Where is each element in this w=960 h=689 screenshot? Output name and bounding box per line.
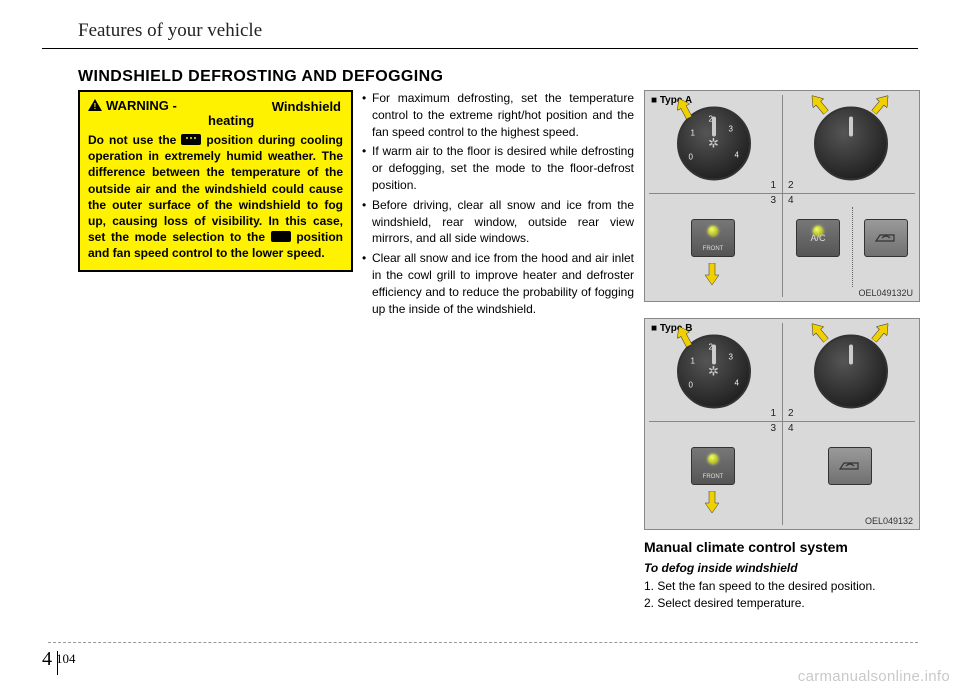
body-bullets: For maximum defrosting, set the temperat…	[362, 90, 634, 320]
recirc-cell: 4	[782, 421, 919, 529]
dial-num: 2	[709, 114, 713, 123]
header-rule	[42, 48, 918, 49]
recirculation-button	[864, 219, 908, 257]
ac-recirc-cell: A/C 4	[782, 193, 919, 301]
cell-number: 4	[788, 423, 794, 434]
bullet-item: For maximum defrosting, set the temperat…	[362, 90, 634, 140]
page-number-block: 4 104	[42, 648, 76, 671]
bullet-item: Before driving, clear all snow and ice f…	[362, 197, 634, 247]
cell-number: 4	[788, 195, 794, 206]
front-defrost-cell: FRONT 3	[645, 193, 782, 301]
bullet-item: If warm air to the floor is desired whil…	[362, 143, 634, 193]
dial-num: 3	[729, 352, 733, 361]
step-item: 2. Select desired temperature.	[644, 595, 920, 612]
fan-icon: ✲	[706, 135, 722, 151]
cell-number: 2	[788, 408, 794, 419]
dial-num: 3	[729, 124, 733, 133]
figure-grid: 0 1 2 3 4 ✲ 1 2	[645, 319, 919, 529]
fan-speed-dial-cell: 0 1 2 3 4 ✲ 1	[645, 319, 782, 421]
dial-num: 1	[691, 128, 695, 137]
cell-number: 1	[770, 180, 776, 191]
front-defrost-button: FRONT	[691, 219, 735, 257]
front-defrost-cell: FRONT 3	[645, 421, 782, 529]
recirculation-icon	[874, 231, 898, 245]
page-title: WINDSHIELD DEFROSTING AND DEFOGGING	[78, 68, 443, 86]
floor-defrost-mode-icon	[271, 231, 291, 242]
defrost-mode-icon	[181, 134, 201, 145]
temperature-dial	[814, 106, 888, 180]
subsection-subheading: To defog inside windshield	[644, 560, 920, 577]
button-led-icon	[708, 226, 718, 236]
warning-box: ! WARNING - Windshield heating Do not us…	[78, 90, 353, 272]
dial-num: 0	[689, 380, 693, 389]
step-item: 1. Set the fan speed to the desired posi…	[644, 578, 920, 595]
svg-text:!: !	[94, 102, 97, 111]
button-label: FRONT	[692, 474, 734, 480]
warning-body: Do not use the position during cooling o…	[88, 132, 343, 262]
recirculation-button	[828, 447, 872, 485]
footer-corner-rule	[57, 651, 58, 675]
button-led-icon	[708, 454, 718, 464]
cell-number: 3	[770, 195, 776, 206]
arrow-icon	[705, 491, 719, 513]
ac-button: A/C	[796, 219, 840, 257]
warning-triangle-icon: !	[88, 99, 102, 111]
dial-num: 4	[735, 378, 739, 387]
figure-type-b: ■ Type B 0 1 2 3 4 ✲ 1	[644, 318, 920, 530]
cell-number: 1	[770, 408, 776, 419]
figure-code: OEL049132U	[858, 288, 913, 298]
manual-climate-block: Manual climate control system To defog i…	[644, 538, 920, 612]
section-header: Features of your vehicle	[78, 20, 262, 42]
figure-grid: 0 1 2 3 4 ✲ 1 2	[645, 91, 919, 301]
bullet-item: Clear all snow and ice from the hood and…	[362, 250, 634, 317]
chapter-number: 4	[42, 648, 56, 671]
figure-code: OEL049132	[865, 516, 913, 526]
dotted-divider	[852, 207, 853, 287]
dial-num: 2	[709, 342, 713, 351]
figure-type-a: ■ Type A 0 1 2 3 4 ✲ 1	[644, 90, 920, 302]
fan-icon: ✲	[706, 363, 722, 379]
recirculation-icon	[838, 459, 862, 473]
fan-speed-dial-cell: 0 1 2 3 4 ✲ 1	[645, 91, 782, 193]
warning-body-mid: position during cooling operation in ext…	[88, 133, 343, 244]
temperature-dial-cell: 2	[782, 91, 919, 193]
dial-num: 0	[689, 152, 693, 161]
footer-dashed-rule	[48, 642, 918, 643]
ac-label: A/C	[810, 233, 825, 243]
dial-num: 4	[735, 150, 739, 159]
watermark: carmanualsonline.info	[798, 668, 950, 685]
temperature-dial	[814, 334, 888, 408]
warning-label: WARNING -	[106, 98, 177, 113]
cell-number: 3	[770, 423, 776, 434]
button-label: FRONT	[692, 246, 734, 252]
warning-body-pre: Do not use the	[88, 133, 181, 147]
dial-num: 1	[691, 356, 695, 365]
cell-number: 2	[788, 180, 794, 191]
warning-subheading-2: heating	[88, 113, 343, 128]
page-number: 104	[56, 648, 76, 667]
front-defrost-button: FRONT	[691, 447, 735, 485]
arrow-icon	[705, 263, 719, 285]
temperature-dial-cell: 2	[782, 319, 919, 421]
subsection-heading: Manual climate control system	[644, 538, 920, 558]
